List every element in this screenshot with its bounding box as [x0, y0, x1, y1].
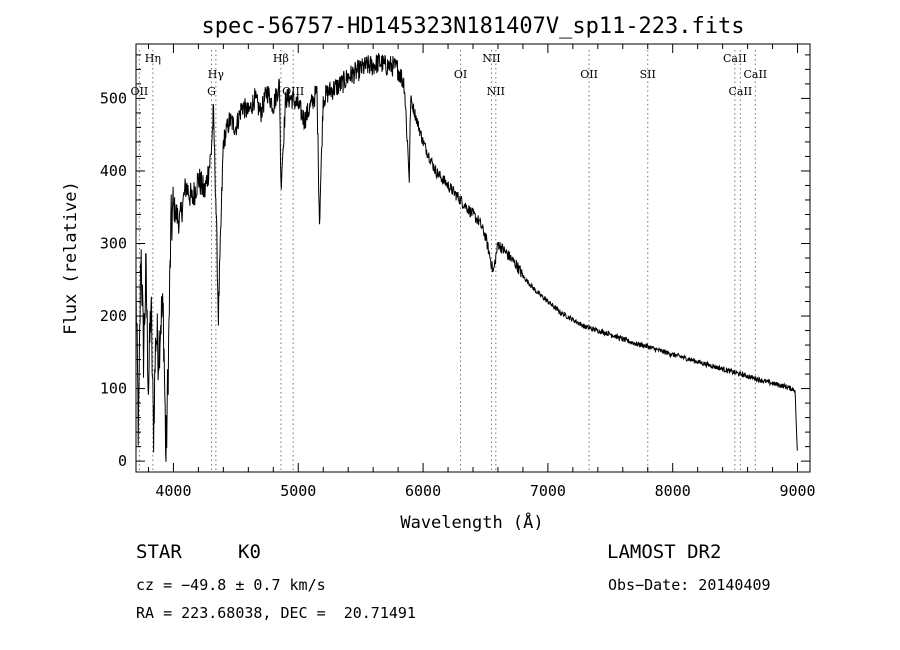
spectral-line-label: Hη [145, 52, 161, 65]
spectral-line-label: CaII [729, 85, 753, 98]
y-tick-label: 300 [100, 234, 127, 252]
spectral-line-label: SII [640, 68, 656, 81]
x-tick-label: 6000 [405, 482, 441, 500]
spectral-line-label: NII [487, 85, 505, 98]
observation-date: Obs−Date: 20140409 [608, 576, 771, 594]
x-axis-label: Wavelength (Å) [400, 511, 543, 533]
spectral-line-label: G [207, 85, 216, 98]
plot-border [135, 43, 811, 473]
spectral-line-label: NII [482, 52, 500, 65]
spectral-line-label: OI [454, 68, 467, 81]
object-class: STAR [136, 541, 182, 563]
chart-title: spec-56757-HD145323N181407V_sp11-223.fit… [201, 14, 744, 39]
spectral-line-label: OII [580, 68, 598, 81]
spectrum-chart: spec-56757-HD145323N181407V_sp11-223.fit… [61, 14, 816, 533]
spectral-line-label: Hβ [273, 52, 289, 65]
survey-name: LAMOST DR2 [607, 541, 722, 563]
x-tick-label: 9000 [779, 482, 815, 500]
plot-frame [135, 43, 811, 473]
y-tick-label: 400 [100, 162, 127, 180]
object-subclass: K0 [238, 541, 261, 563]
spectral-line-label: Hγ [208, 68, 225, 81]
y-axis-label: Flux (relative) [61, 181, 81, 335]
coordinates: RA = 223.68038, DEC = 20.71491 [136, 604, 416, 622]
spectral-line-label: CaII [723, 52, 747, 65]
redshift-cz: cz = −49.8 ± 0.7 km/s [136, 576, 326, 594]
x-tick-label: 4000 [155, 482, 191, 500]
spectral-line-label: OII [131, 85, 149, 98]
y-tick-label: 200 [100, 307, 127, 325]
x-tick-label: 7000 [530, 482, 566, 500]
x-tick-label: 8000 [655, 482, 691, 500]
y-tick-label: 500 [100, 89, 127, 107]
y-tick-label: 100 [100, 380, 127, 398]
spectrum-series [135, 53, 798, 462]
x-axis: 4000 5000 6000 7000 8000 9000 [147, 44, 816, 500]
y-axis: 0 100 200 300 400 500 [100, 54, 810, 470]
x-tick-label: 5000 [280, 482, 316, 500]
spectrum-line [135, 53, 798, 462]
spectral-line-label: CaII [743, 68, 767, 81]
y-tick-label: 0 [118, 452, 127, 470]
